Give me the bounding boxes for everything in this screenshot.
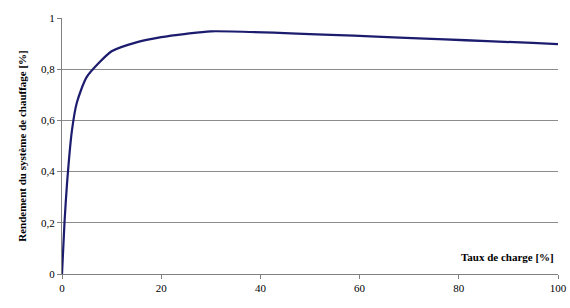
svg-text:0,4: 0,4 <box>41 165 55 177</box>
svg-text:0,2: 0,2 <box>41 217 55 229</box>
svg-text:0,6: 0,6 <box>41 114 55 126</box>
svg-text:Rendement du système de chauff: Rendement du système de chauffage [%] <box>16 50 28 242</box>
svg-text:40: 40 <box>255 282 267 294</box>
svg-text:0,8: 0,8 <box>41 63 55 75</box>
svg-text:0: 0 <box>59 282 65 294</box>
svg-text:1: 1 <box>49 12 55 24</box>
svg-text:20: 20 <box>156 282 168 294</box>
svg-text:80: 80 <box>453 282 465 294</box>
svg-text:Taux de charge [%]: Taux de charge [%] <box>461 251 554 263</box>
svg-text:0: 0 <box>49 268 55 280</box>
svg-text:100: 100 <box>550 282 567 294</box>
svg-text:60: 60 <box>354 282 366 294</box>
